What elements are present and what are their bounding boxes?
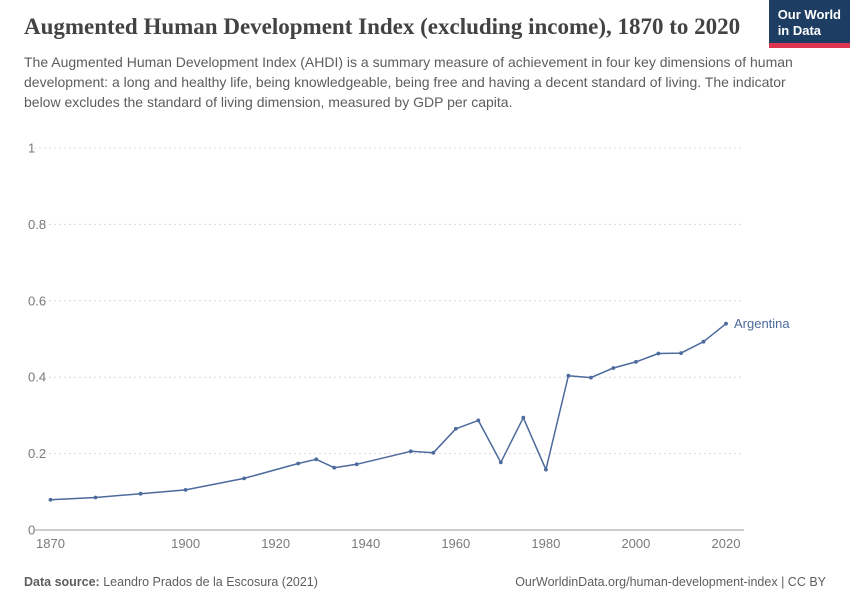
chart-subtitle: The Augmented Human Development Index (A… [24, 54, 793, 111]
svg-text:0.4: 0.4 [28, 370, 46, 385]
svg-text:0: 0 [28, 523, 35, 538]
svg-text:2000: 2000 [621, 536, 650, 551]
svg-text:0.8: 0.8 [28, 217, 46, 232]
svg-text:1920: 1920 [261, 536, 290, 551]
svg-text:1960: 1960 [441, 536, 470, 551]
data-source-label: Data source: [24, 575, 100, 589]
owid-logo[interactable]: Our World in Data [768, 0, 850, 49]
chart-area: 0 0.2 0.4 0.6 0.8 1 1870 1900 1920 1940 1960 1980 20… [0, 128, 850, 572]
line-chart[interactable]: 0 0.2 0.4 0.6 0.8 1 1870 1900 1920 1940 1960 1980 20… [0, 128, 850, 572]
svg-text:0.2: 0.2 [28, 446, 46, 461]
owid-logo-line2: in Data [777, 22, 822, 38]
data-source-text: Leandro Prados de la Escosura (2021) [99, 575, 318, 589]
svg-text:1980: 1980 [531, 536, 560, 551]
svg-text:1: 1 [28, 141, 35, 156]
chart-footer: Data source: Leandro Prados de la Escosu… [24, 575, 826, 589]
svg-text:1900: 1900 [171, 536, 200, 551]
owid-logo-line1: Our World [777, 7, 841, 22]
data-source: Data source: Leandro Prados de la Escosu… [24, 575, 318, 589]
svg-text:0.6: 0.6 [28, 293, 46, 308]
series-label-argentina[interactable]: Argentina [734, 316, 790, 331]
credit-license: | CC BY [777, 575, 826, 589]
svg-text:1870: 1870 [36, 536, 65, 551]
svg-text:1940: 1940 [351, 536, 380, 551]
svg-text:2020: 2020 [712, 536, 741, 551]
credit: OurWorldinData.org/human-development-ind… [515, 575, 826, 589]
chart-header: Augmented Human Development Index (exclu… [24, 12, 826, 113]
page-title: Augmented Human Development Index (exclu… [24, 14, 741, 39]
credit-link[interactable]: OurWorldinData.org/human-development-ind… [515, 575, 778, 589]
